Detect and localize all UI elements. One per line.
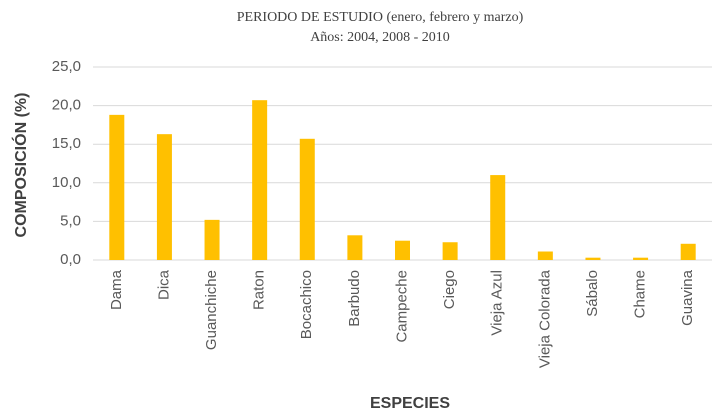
bar [585,257,601,260]
y-tick-label: 10,0 [52,174,81,191]
x-tick-label: Chame [632,270,649,318]
x-tick-label: Ciego [441,270,458,309]
bar [204,219,220,260]
y-tick-label: 5,0 [60,212,81,229]
x-tick-label: Guanchiche [203,270,220,350]
chart-title: PERIODO DE ESTUDIO (enero, febrero y mar… [237,10,524,25]
y-tick-label: 15,0 [52,135,81,152]
x-tick-label: Raton [251,270,268,310]
bar [156,134,172,260]
bar [347,235,363,260]
bar [299,138,315,260]
x-tick-label: Bocachico [298,270,315,339]
bar [395,240,410,260]
x-tick-label: Dama [108,269,125,310]
bar [633,257,649,260]
bar [109,114,125,260]
bar [252,100,268,260]
x-tick-label: Guavina [679,269,696,326]
x-axis-title: ESPECIES [370,395,450,412]
bar [537,251,553,260]
y-tick-label: 25,0 [52,58,81,75]
y-tick-label: 0,0 [60,251,81,268]
y-axis-title: COMPOSICIÓN (%) [11,93,30,238]
chart-subtitle: Años: 2004, 2008 - 2010 [310,30,450,45]
bar [680,243,696,260]
bar [490,175,506,260]
bar [442,242,458,260]
x-tick-label: Barbudo [346,270,363,327]
x-tick-label: Vieja Colorada [536,269,553,368]
x-tick-label: Dica [155,269,172,300]
y-tick-label: 20,0 [52,97,81,114]
x-tick-label: Vieja Azul [489,270,506,336]
x-tick-label: Sábalo [584,270,601,317]
x-tick-label: Campeche [393,270,410,343]
